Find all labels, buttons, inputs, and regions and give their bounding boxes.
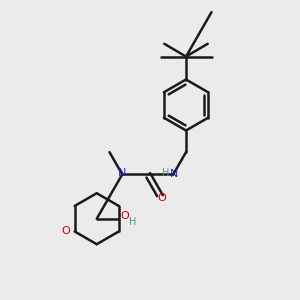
Text: O: O: [61, 226, 70, 236]
Text: N: N: [170, 169, 178, 179]
Text: O: O: [158, 193, 166, 203]
Text: H: H: [129, 217, 136, 227]
Text: O: O: [121, 211, 130, 221]
Text: N: N: [118, 168, 126, 178]
Text: H: H: [162, 168, 170, 178]
